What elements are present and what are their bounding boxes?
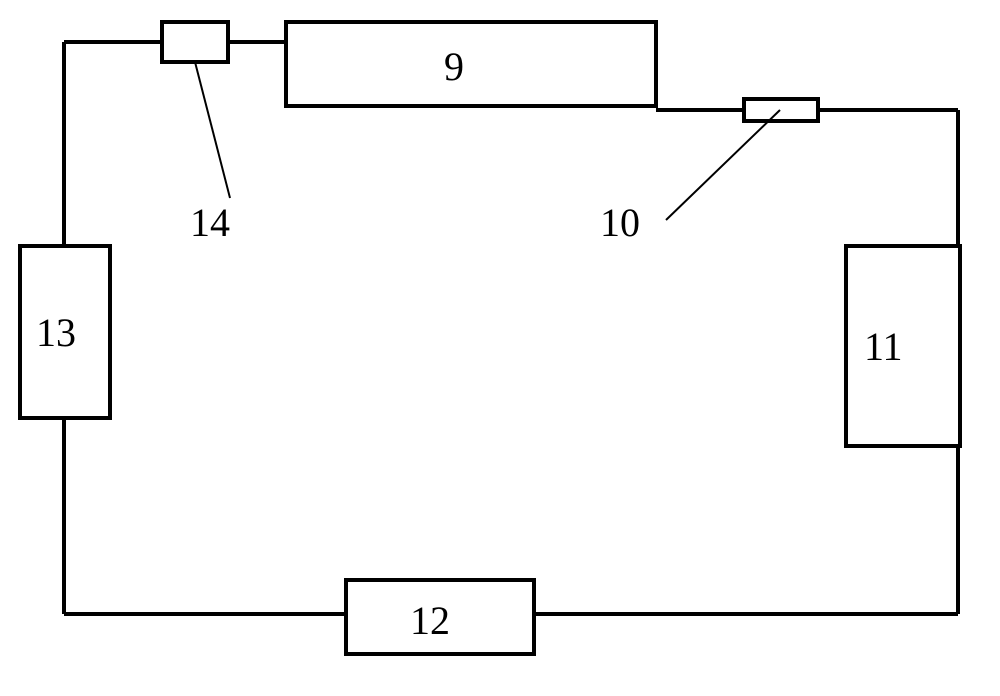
label-l12: 12 [410, 598, 450, 643]
label-l9: 9 [444, 44, 464, 89]
block-b14 [162, 22, 228, 62]
label-l11: 11 [864, 324, 903, 369]
leader-0 [195, 62, 230, 198]
leader-1 [666, 110, 780, 220]
label-l13: 13 [36, 310, 76, 355]
label-l14: 14 [190, 200, 230, 245]
block-b9 [286, 22, 656, 106]
diagram-canvas: 9 10 11 12 13 14 [0, 0, 1000, 696]
label-l10: 10 [600, 200, 640, 245]
block-b10 [744, 99, 818, 121]
